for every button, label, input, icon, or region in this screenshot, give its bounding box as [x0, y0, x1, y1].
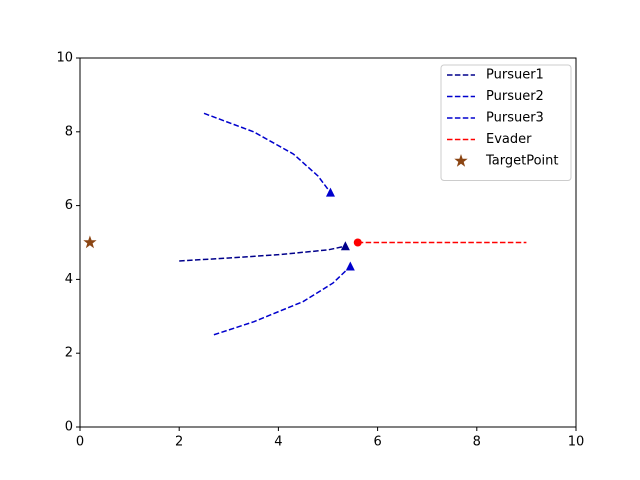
x-tick-label: 10 [568, 435, 585, 450]
y-tick-label: 10 [56, 51, 73, 66]
x-tick-label: 8 [473, 435, 481, 450]
series-line [213, 265, 351, 336]
legend-label: Evader [486, 132, 532, 147]
legend-label: TargetPoint [485, 154, 559, 169]
legend-box [440, 64, 572, 181]
legend-label: Pursuer2 [486, 89, 544, 104]
marker-triangle [325, 187, 335, 197]
legend-label: Pursuer3 [486, 111, 544, 126]
marker-triangle [340, 241, 350, 251]
y-tick-label: 0 [65, 420, 73, 435]
marker-star [454, 154, 468, 167]
y-tick-label: 8 [65, 124, 73, 139]
x-tick-label: 0 [76, 435, 84, 450]
y-tick-label: 2 [65, 346, 73, 361]
plot-frame [79, 57, 577, 428]
x-tick-label: 2 [175, 435, 183, 450]
marker-triangle [345, 261, 355, 271]
series-line [203, 112, 332, 194]
x-tick-label: 4 [274, 435, 282, 450]
marker-circle [353, 238, 362, 247]
marker-star [83, 235, 97, 249]
y-tick-label: 4 [65, 272, 73, 287]
legend: Pursuer1 Pursuer2 Pursuer3 Evader TargetPoin… [440, 64, 572, 181]
x-tick-label: 6 [373, 435, 381, 450]
series-line [179, 245, 346, 262]
legend-label: Pursuer1 [486, 68, 544, 83]
y-tick-label: 6 [65, 198, 73, 213]
